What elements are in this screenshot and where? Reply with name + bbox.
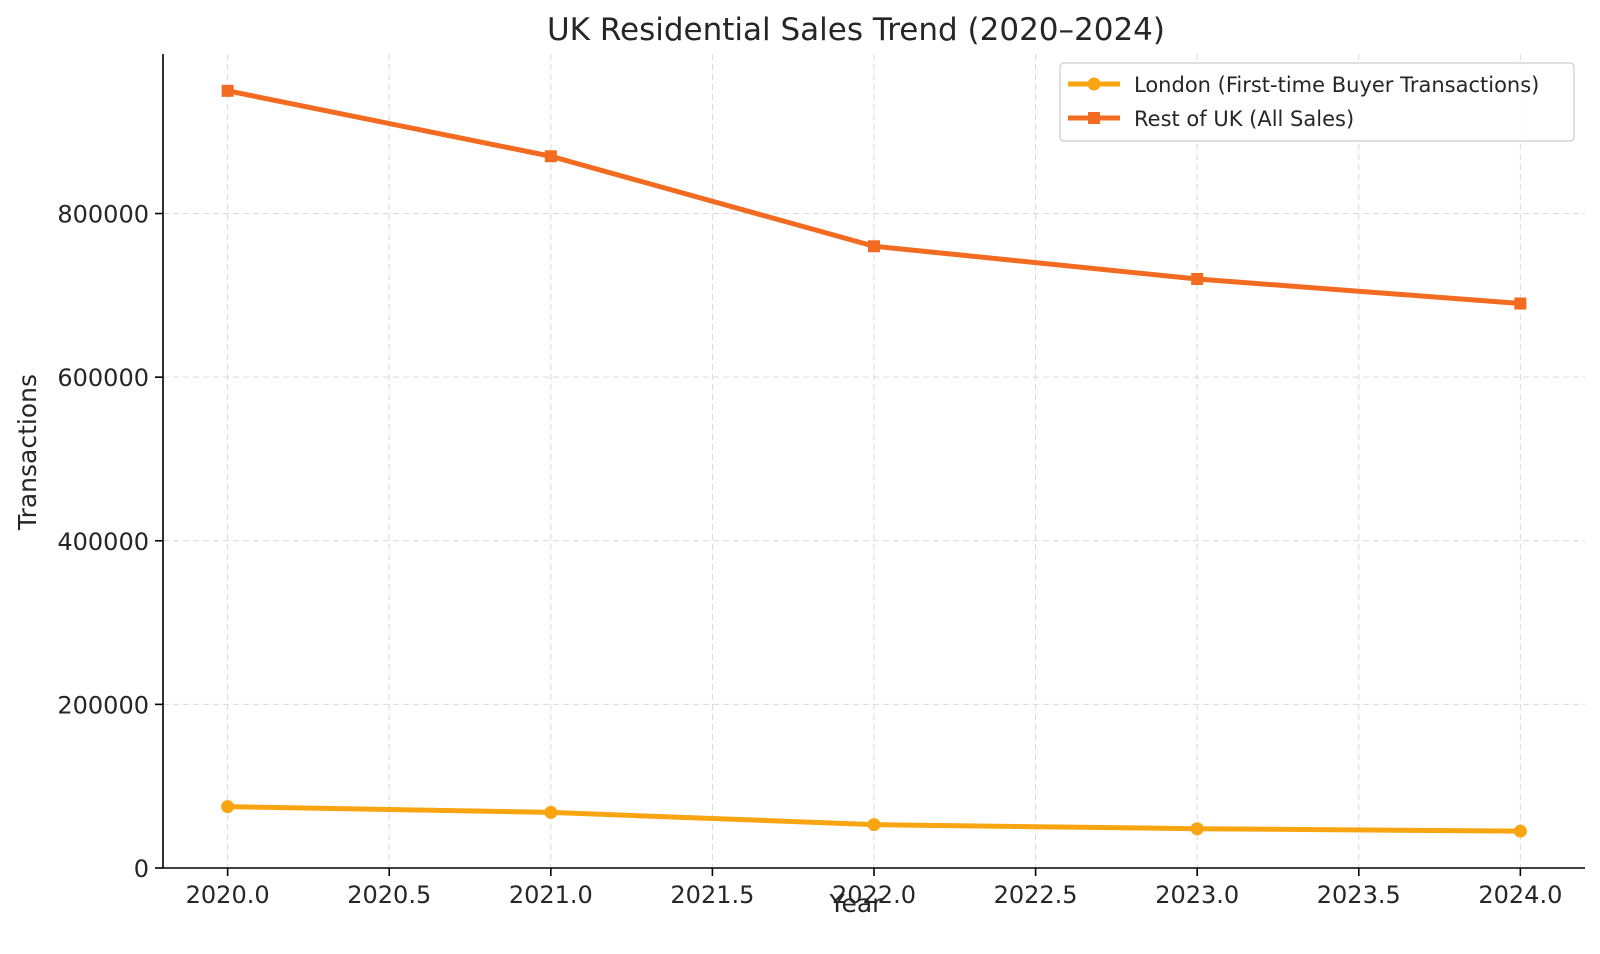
data-point bbox=[544, 150, 557, 163]
legend-swatch-marker bbox=[1087, 77, 1101, 91]
x-tick-label: 2024.0 bbox=[1478, 881, 1562, 909]
legend-label: Rest of UK (All Sales) bbox=[1134, 107, 1354, 131]
x-axis-label: Year bbox=[829, 889, 884, 918]
x-tick-label: 2023.5 bbox=[1317, 881, 1401, 909]
data-point bbox=[867, 818, 881, 832]
y-tick-label: 800000 bbox=[57, 201, 149, 229]
data-point bbox=[1190, 822, 1204, 836]
x-tick-label: 2020.5 bbox=[347, 881, 431, 909]
x-tick-label: 2022.5 bbox=[994, 881, 1078, 909]
x-tick-label: 2023.0 bbox=[1155, 881, 1239, 909]
grid bbox=[163, 54, 1585, 869]
legend: London (First-time Buyer Transactions) Re… bbox=[1059, 62, 1575, 142]
data-point bbox=[221, 800, 235, 814]
series-layer bbox=[221, 84, 1527, 838]
axis-ticks: 2020.0 2020.5 2021.0 2021.5 2022.0 2022.5 2023… bbox=[57, 201, 1562, 909]
data-point bbox=[868, 240, 880, 253]
legend-label: London (First-time Buyer Transactions) bbox=[1134, 73, 1539, 97]
x-tick-label: 2021.0 bbox=[509, 881, 593, 909]
legend-frame bbox=[1059, 62, 1575, 142]
chart-title: UK Residential Sales Trend (2020–2024) bbox=[547, 12, 1165, 48]
x-tick-label: 2021.5 bbox=[670, 881, 754, 909]
x-tick-label: 2020.0 bbox=[186, 881, 270, 909]
y-tick-label: 200000 bbox=[57, 691, 149, 719]
y-axis-label: Transactions bbox=[13, 374, 42, 531]
y-tick-label: 400000 bbox=[57, 528, 149, 556]
y-tick-label: 600000 bbox=[57, 364, 149, 392]
data-point bbox=[1513, 824, 1527, 838]
data-point bbox=[1191, 272, 1204, 285]
data-point bbox=[1514, 297, 1527, 310]
x-tick-label: 2022.0 bbox=[832, 881, 916, 909]
data-point bbox=[221, 84, 234, 97]
legend-swatch-marker bbox=[1088, 112, 1100, 124]
data-point bbox=[544, 805, 558, 819]
y-tick-label: 0 bbox=[134, 855, 149, 883]
